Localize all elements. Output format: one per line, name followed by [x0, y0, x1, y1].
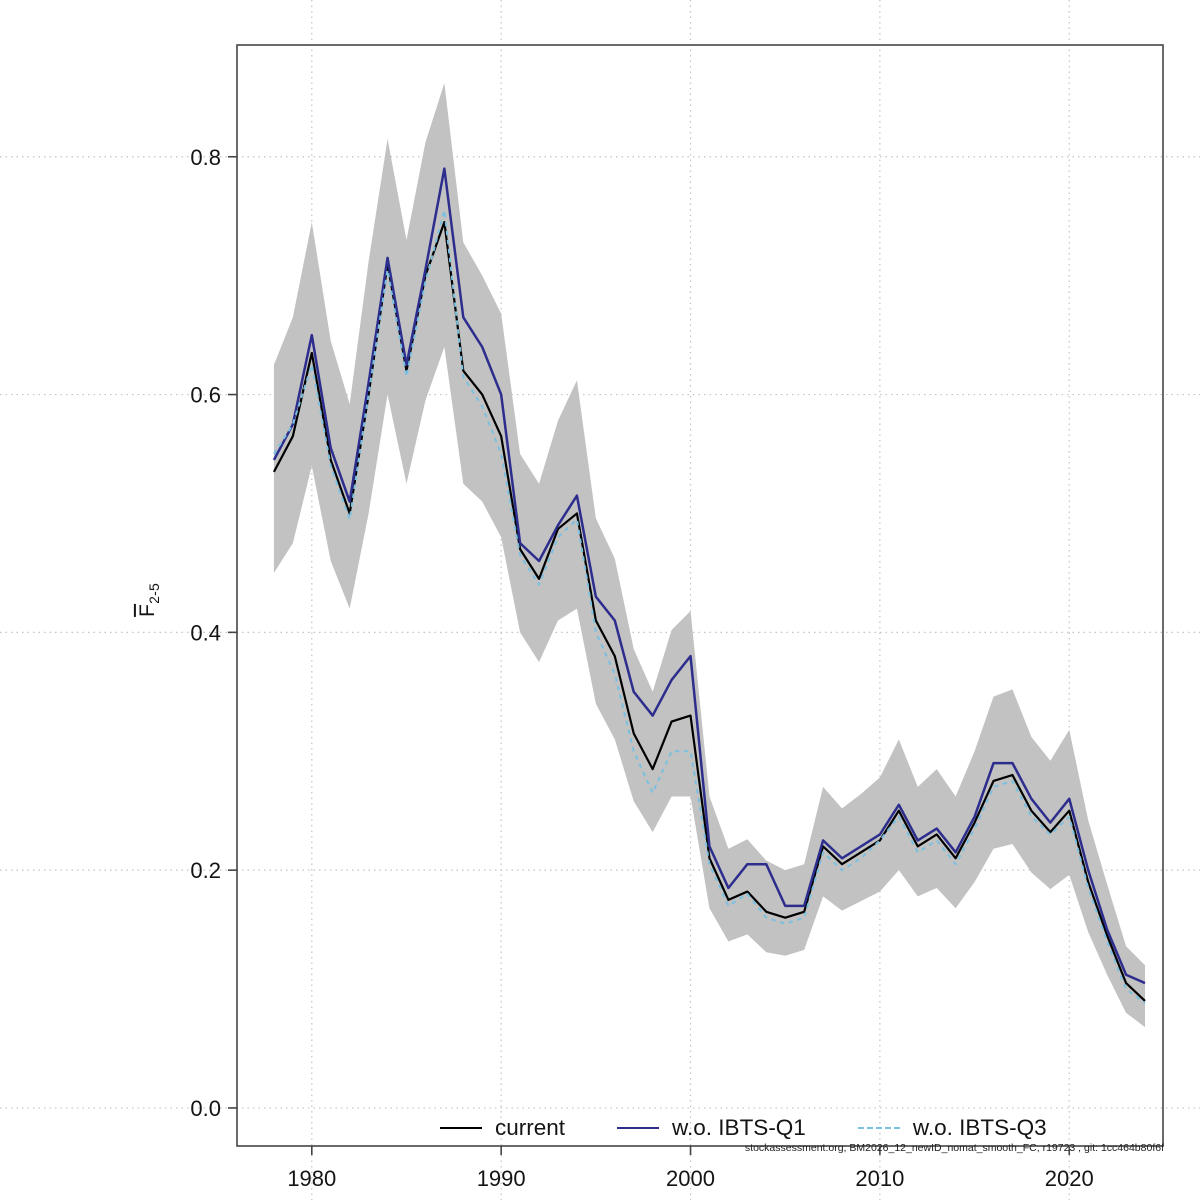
legend-item-wo-ibts-q1: w.o. IBTS-Q1: [617, 1115, 806, 1141]
x-tick-label: 2000: [666, 1166, 715, 1191]
plot-attribution: stockassessment.org, BM2026_12_newID_nom…: [744, 1142, 1164, 1154]
legend-line-wo-ibts-q1-icon: [617, 1127, 660, 1129]
legend-label-current: current: [495, 1115, 566, 1140]
y-tick-label: 0.8: [190, 145, 221, 170]
x-tick-label: 1980: [287, 1166, 336, 1191]
x-tick-label: 2010: [855, 1166, 904, 1191]
y-tick-label: 0.2: [190, 858, 221, 883]
plot-frame: [236, 44, 1164, 1147]
legend-line-current-icon: [440, 1127, 482, 1129]
series-line-1: [272, 167, 1146, 985]
x-tick-label: 1990: [477, 1166, 526, 1191]
legend-item-wo-ibts-q3: w.o. IBTS-Q3: [857, 1115, 1047, 1141]
y-axis-label: F2-5: [136, 583, 162, 617]
legend-label-wo-ibts-q1: w.o. IBTS-Q1: [672, 1115, 806, 1140]
y-axis-label-symbol: F: [135, 603, 159, 617]
legend-item-current: current: [440, 1115, 565, 1141]
confidence-band: [273, 83, 1146, 1028]
y-axis-label-subscript: 2-5: [146, 583, 163, 604]
x-tick-label: 2020: [1045, 1166, 1094, 1191]
y-tick-label: 0.4: [190, 620, 221, 645]
y-tick-label: 0.0: [190, 1096, 221, 1121]
y-tick-label: 0.6: [190, 383, 221, 408]
legend-label-wo-ibts-q3: w.o. IBTS-Q3: [912, 1115, 1047, 1140]
series-line-2: [273, 209, 1146, 1005]
legend: current w.o. IBTS-Q1 w.o. IBTS-Q3: [440, 1112, 1047, 1144]
legend-line-wo-ibts-q3-icon: [857, 1127, 900, 1129]
